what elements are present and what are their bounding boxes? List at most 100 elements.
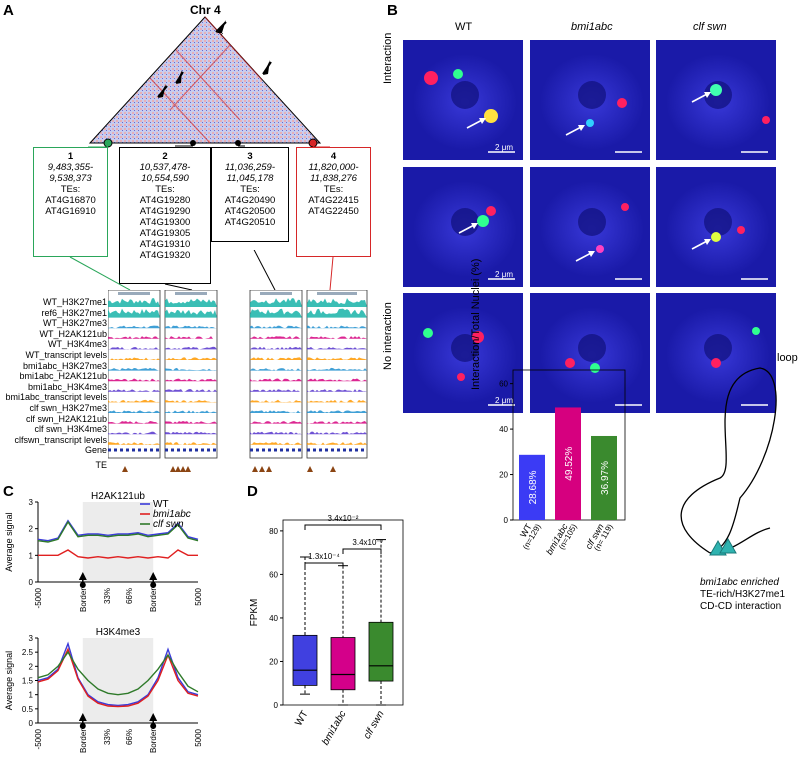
y-tick-label: 0 <box>504 516 509 525</box>
region-3-num: 3 <box>247 151 253 162</box>
chart-title: H2AK121ub <box>91 491 145 502</box>
browser-header <box>260 292 292 295</box>
p-value: 1.3x10⁻⁴ <box>308 552 340 561</box>
track-label: bmi1abc_H2AK121ub <box>19 371 107 382</box>
region-2-gene: AT4G19290 <box>139 206 191 217</box>
bar-chart: 020406028.68%WT(n=129)49.52%bmi1abc(n=10… <box>499 369 626 556</box>
col-bmi1abc: bmi1abc <box>571 21 613 33</box>
signal-track <box>165 399 217 403</box>
signal-track <box>250 346 302 350</box>
signal-track <box>165 442 217 445</box>
chart-title: H3K4me3 <box>96 627 141 638</box>
y-tick-label: 80 <box>269 527 278 536</box>
track-label: WT_H3K27me3 <box>42 318 107 329</box>
hic-triangle <box>88 16 330 148</box>
te-marker <box>185 466 191 472</box>
signal-track <box>307 378 367 382</box>
region-2-gene: AT4G19280 <box>139 195 191 206</box>
bar-value-label: 36.97% <box>600 461 611 495</box>
track-label: clf swn_H3K4me3 <box>34 424 107 435</box>
box-plot: 0 20 40 60 80 FPKM WT bmi1abc clf swn 3.4x10⁻² 1.3… <box>249 514 404 747</box>
fluorescent-spot <box>477 215 489 227</box>
border-arrow-icon <box>78 572 87 580</box>
track-label: TE <box>95 459 107 470</box>
border-dot <box>150 723 157 729</box>
category-label: WT <box>293 709 310 728</box>
x-tick-label: 5000 <box>194 587 203 605</box>
loop-label: loop <box>777 352 798 364</box>
fluorescent-spot <box>596 245 604 253</box>
micrograph <box>656 167 776 287</box>
chr-title: Chr 4 <box>190 3 221 17</box>
fluorescent-spot <box>752 327 760 335</box>
region-1-coord-b: 9,538,373 <box>49 173 92 184</box>
y-tick-label: 0.5 <box>22 705 34 714</box>
fluorescent-spot <box>457 373 465 381</box>
y-tick-label: 20 <box>499 471 508 480</box>
region-1-tes: TEs: <box>60 184 81 195</box>
y-tick-label: 0 <box>274 701 279 710</box>
signal-track <box>307 336 367 339</box>
border-arrow-icon <box>78 713 87 721</box>
p-value: 3.4x10⁻² <box>328 514 359 523</box>
signal-track <box>108 389 160 392</box>
sig-bracket <box>304 524 382 530</box>
border-dot <box>79 582 86 588</box>
te-marker <box>170 466 176 472</box>
series-line <box>37 520 199 543</box>
signal-track <box>250 325 302 329</box>
region-3-coord-b: 11,045,178 <box>226 173 274 184</box>
micrograph <box>656 40 776 160</box>
y-tick-label: 60 <box>499 380 508 389</box>
track-label: Gene <box>84 445 107 456</box>
scale-bar-label: 2 μm <box>495 396 513 405</box>
y-tick-label: 40 <box>499 425 508 434</box>
legend-label: WT <box>153 499 169 510</box>
track-label: bmi1abc_H3K4me3 <box>27 381 107 392</box>
bar-value-label: 49.52% <box>564 447 575 481</box>
signal-track <box>307 420 367 424</box>
region-4-gene: AT4G22415 <box>308 195 359 206</box>
signal-track <box>250 368 302 371</box>
browser-frame <box>164 290 218 459</box>
y-tick-label: 0 <box>29 719 34 728</box>
signal-track <box>250 399 302 403</box>
bar-value-label: 28.68% <box>528 470 539 504</box>
sig-bracket <box>304 562 344 568</box>
signal-track <box>165 298 217 307</box>
y-tick-label: 60 <box>269 570 278 579</box>
bar <box>555 407 581 520</box>
y-tick-label: 2 <box>29 525 34 534</box>
region-2-tes: TEs: <box>155 184 175 195</box>
fluorescent-spot <box>424 71 438 85</box>
signal-track <box>307 298 367 307</box>
fluorescent-spot <box>711 358 721 368</box>
browser-header <box>175 292 207 295</box>
genome-browser <box>108 290 368 472</box>
region-2-gene: AT4G19310 <box>139 239 191 250</box>
signal-track <box>108 378 160 382</box>
signal-track <box>307 367 367 371</box>
track-label: bmi1abc_H3K27me3 <box>22 360 107 371</box>
y-tick-label: 1 <box>29 551 34 560</box>
region-2-num: 2 <box>162 151 168 162</box>
signal-track <box>250 308 302 318</box>
y-tick-label: 3 <box>29 634 34 643</box>
signal-track <box>307 389 367 392</box>
region-2-gene: AT4G19320 <box>139 250 191 261</box>
signal-track <box>108 367 160 371</box>
region-3-gene: AT4G20490 <box>224 195 276 206</box>
series-line <box>38 549 198 559</box>
category-label: bmi1abc <box>320 709 348 747</box>
region-1-coord-a: 9,483,355- <box>47 162 94 173</box>
border-arrow-icon <box>149 713 158 721</box>
signal-track <box>165 357 217 360</box>
signal-track <box>108 357 160 360</box>
x-tick-label: Border <box>149 588 158 612</box>
x-tick-label: 33% <box>103 588 112 604</box>
signal-track <box>108 420 160 424</box>
signal-track <box>250 298 302 307</box>
signal-track <box>307 399 367 403</box>
browser-header <box>118 292 150 295</box>
sig-bracket <box>342 548 382 554</box>
